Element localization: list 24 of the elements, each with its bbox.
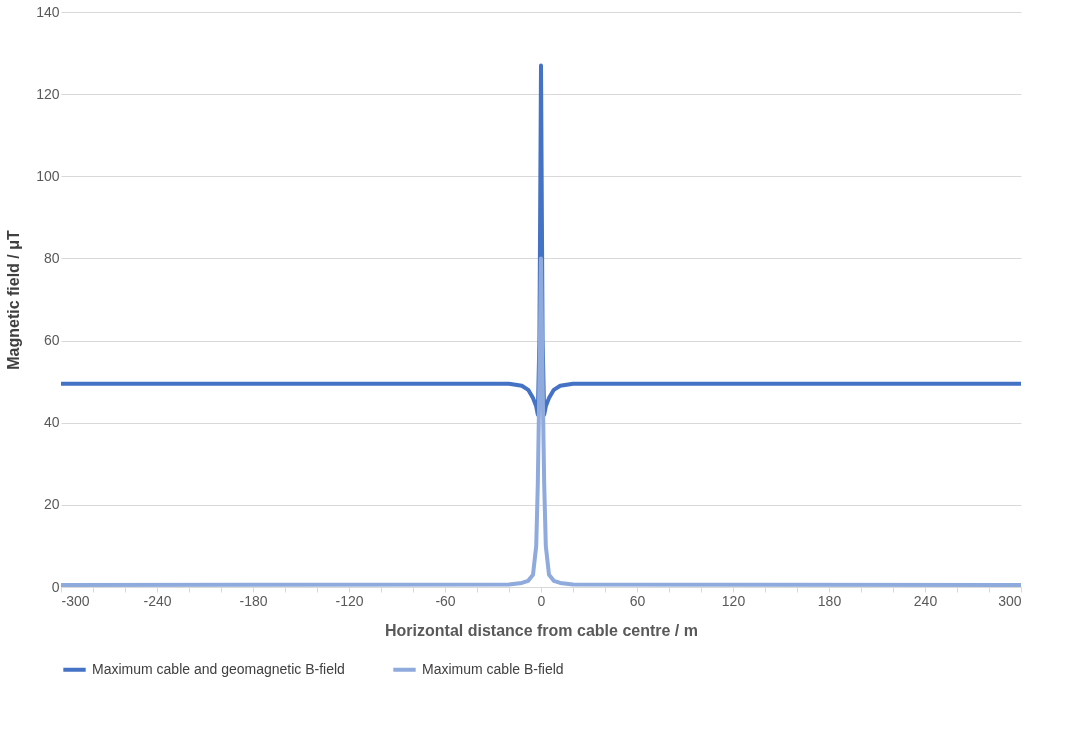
y-tick-label: 0 xyxy=(51,578,60,595)
y-tick-label: 20 xyxy=(43,496,60,513)
x-tick-label: 300 xyxy=(998,592,1022,609)
y-tick-label: 40 xyxy=(43,414,60,431)
x-tick-label: 60 xyxy=(629,592,646,609)
x-tick-label: -120 xyxy=(335,592,364,609)
y-tick-label: 120 xyxy=(36,85,60,102)
x-tick-label: -60 xyxy=(435,592,456,609)
legend-label: Maximum cable B-field xyxy=(422,660,564,677)
x-tick-label: -300 xyxy=(61,592,90,609)
y-tick-label: 100 xyxy=(36,167,60,184)
x-tick-label: 120 xyxy=(721,592,746,609)
x-tick-label: -180 xyxy=(239,592,268,609)
legend-label: Maximum cable and geomagnetic B-field xyxy=(92,660,345,677)
y-tick-label: 140 xyxy=(36,3,60,20)
x-axis-title: Horizontal distance from cable centre / m xyxy=(385,621,698,639)
line-series xyxy=(59,256,1023,587)
y-axis-title: Magnetic field / μT xyxy=(5,229,23,370)
y-tick-label: 80 xyxy=(43,249,60,266)
x-tick-label: 0 xyxy=(537,592,546,609)
x-tick-label: 180 xyxy=(817,592,842,609)
x-tick-label: 240 xyxy=(913,592,938,609)
x-tick-label: -240 xyxy=(143,592,172,609)
y-tick-label: 60 xyxy=(43,332,60,349)
